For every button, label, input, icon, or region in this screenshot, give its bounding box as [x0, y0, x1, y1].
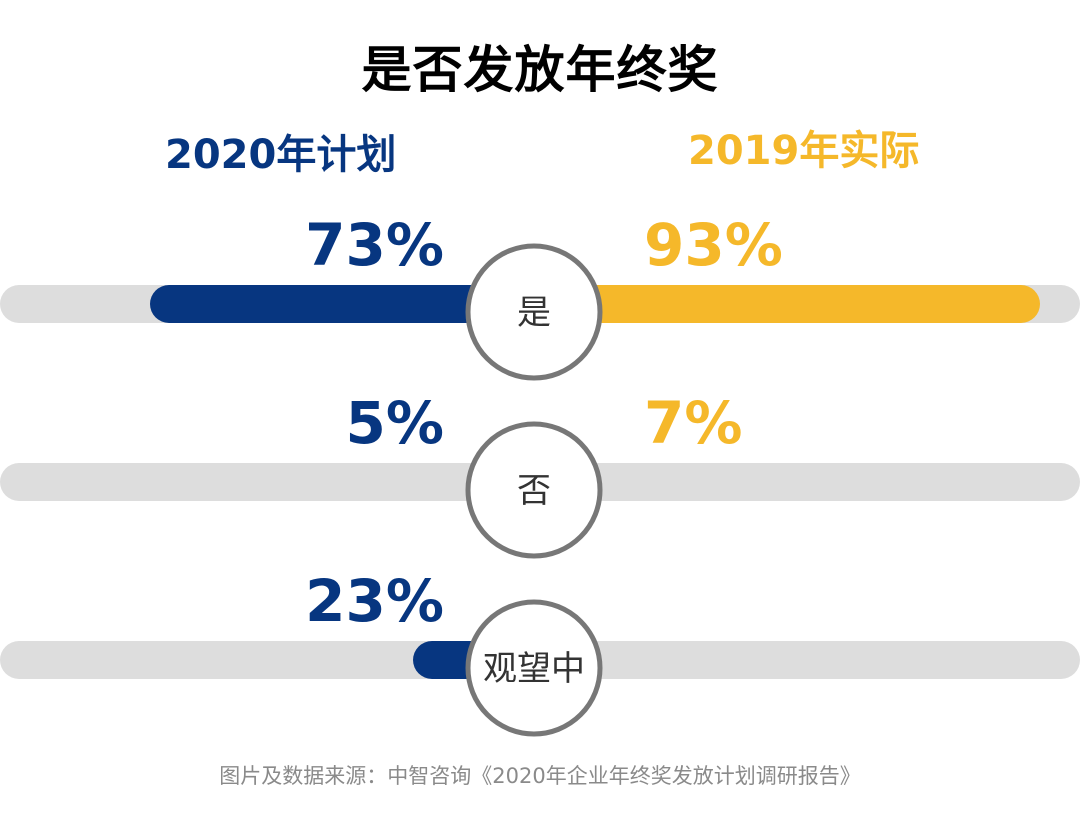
- value-label-2020-plan: 5%: [346, 389, 444, 457]
- series-label-2020-plan: 2020年计划: [165, 132, 397, 178]
- category-label: 是: [517, 293, 551, 333]
- value-label-2020-plan: 73%: [305, 211, 444, 279]
- category-circle: [465, 421, 603, 559]
- category-circle: [465, 243, 603, 381]
- chart-title: 是否发放年终奖: [361, 41, 719, 99]
- bar-2020-plan: [150, 285, 534, 323]
- value-label-2019-actual: 7%: [644, 389, 742, 457]
- category-label: 观望中: [483, 649, 585, 689]
- value-label-2020-plan: 23%: [305, 567, 444, 635]
- source-note: 图片及数据来源：中智咨询《2020年企业年终奖发放计划调研报告》: [219, 764, 861, 788]
- bar-2019-actual: [534, 285, 1040, 323]
- category-label: 否: [517, 471, 551, 511]
- value-label-2019-actual: 93%: [644, 211, 783, 279]
- series-label-2019-actual: 2019年实际: [688, 128, 920, 174]
- category-circle: [465, 599, 603, 737]
